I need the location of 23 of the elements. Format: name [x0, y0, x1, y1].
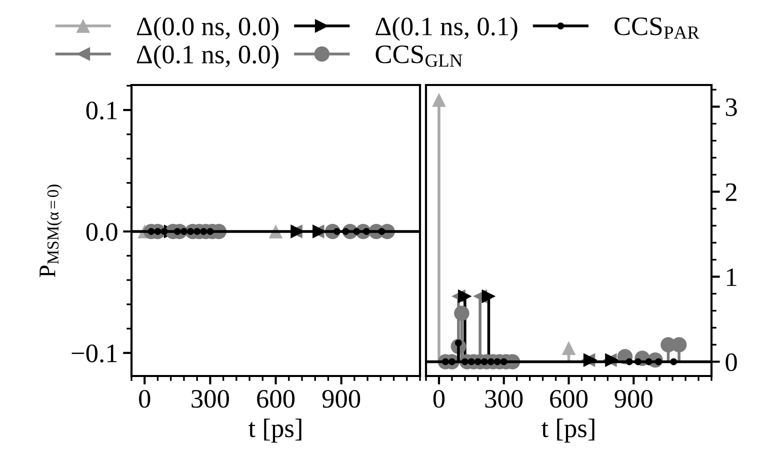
x-tick-label: 900: [322, 390, 360, 408]
x-tick-label: 600: [257, 390, 295, 408]
y-axis-title: P$_{MSM(α=0)}$: [40, 184, 62, 278]
x-axis-title: t [ps]: [542, 418, 594, 443]
y-tick-label: 0.1: [86, 102, 117, 120]
y2-tick-label: 0: [726, 353, 737, 372]
x-tick-label: 300: [192, 390, 229, 408]
x-tick-label: 600: [550, 390, 588, 408]
legend-label: Δ(0.1 ns, 0.1): [376, 16, 518, 41]
y-tick-label: 0.0: [86, 223, 118, 242]
legend-label: Δ(0.1 ns, 0.0): [136, 44, 279, 69]
y-tick-label: −0.1: [72, 344, 117, 362]
x-tick-label: 300: [485, 390, 523, 408]
y2-tick-label: 3: [726, 98, 737, 116]
x-axis-title: t [ps]: [248, 418, 302, 443]
legend-label: Δ(0.0 ns, 0.0): [136, 16, 279, 41]
legend-label: CCS$_{PAR}$: [614, 17, 700, 39]
x-tick-label: 900: [614, 390, 652, 408]
y2-tick-label: 2: [726, 183, 736, 201]
x-tick-label: 0: [139, 390, 150, 408]
y2-tick-label: 1: [727, 268, 736, 286]
legend-label: CCS$_{GLN}$: [376, 46, 462, 67]
x-tick-label: 0: [433, 390, 445, 408]
